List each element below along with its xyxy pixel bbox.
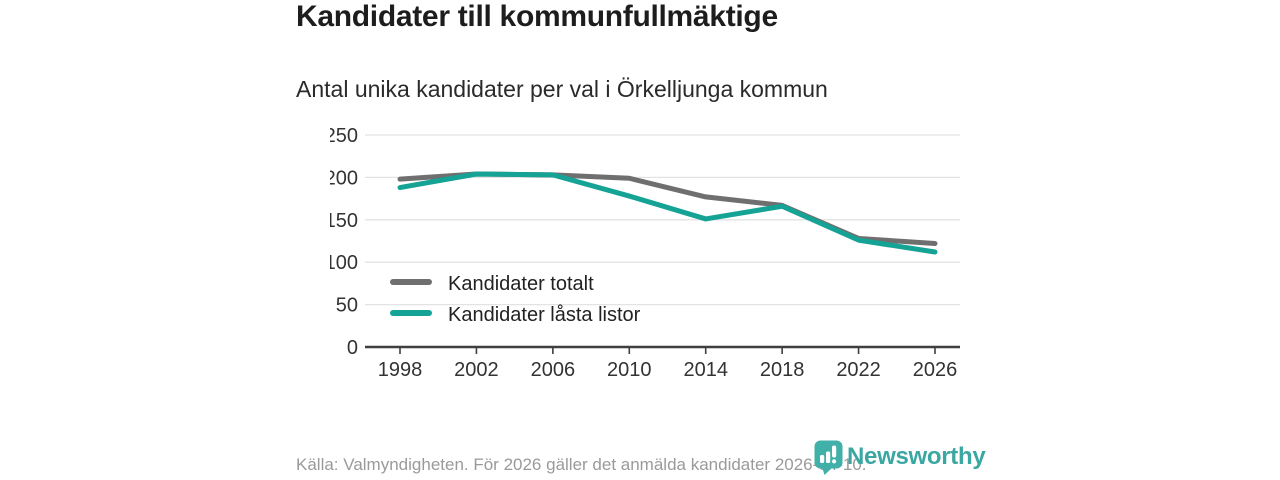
x-tick-label: 2014 xyxy=(683,359,728,381)
chart-title: Kandidater till kommunfullmäktige xyxy=(296,0,778,33)
x-tick-label: 2010 xyxy=(607,359,652,381)
legend-swatch-total xyxy=(390,279,432,285)
x-tick-label: 2022 xyxy=(836,359,881,381)
line-chart: 0 50 100 150 200 250 1998 2002 2006 2010 2014 2018 2… xyxy=(325,118,990,390)
series-line-locked xyxy=(397,171,938,255)
x-tick-label: 2018 xyxy=(760,359,805,381)
x-tick-label: 2006 xyxy=(531,359,576,381)
y-tick-label: 200 xyxy=(330,167,358,189)
legend-label-total: Kandidater totalt xyxy=(448,273,594,295)
chart-subtitle: Antal unika kandidater per val i Örkellj… xyxy=(296,76,828,102)
y-tick-label: 150 xyxy=(330,210,358,232)
legend-label-locked: Kandidater låsta listor xyxy=(448,304,641,326)
x-tick-label: 2002 xyxy=(454,359,499,381)
y-tick-label: 0 xyxy=(347,337,358,359)
newsworthy-icon xyxy=(814,440,843,475)
y-tick-label: 250 xyxy=(330,125,358,147)
newsworthy-logo: Newsworthy xyxy=(814,440,986,475)
x-tick-label: 1998 xyxy=(378,359,423,381)
legend-swatch-locked xyxy=(390,310,432,316)
x-tick-label: 2026 xyxy=(913,359,958,381)
line-chart-canvas: 0 50 100 150 200 250 1998 2002 2006 2010 2014 2018 2… xyxy=(325,125,960,381)
newsworthy-wordmark: Newsworthy xyxy=(847,443,986,470)
source-note: Källa: Valmyndigheten. För 2026 gäller d… xyxy=(296,455,867,474)
y-tick-label: 50 xyxy=(336,295,358,317)
y-tick-label: 100 xyxy=(330,252,358,274)
